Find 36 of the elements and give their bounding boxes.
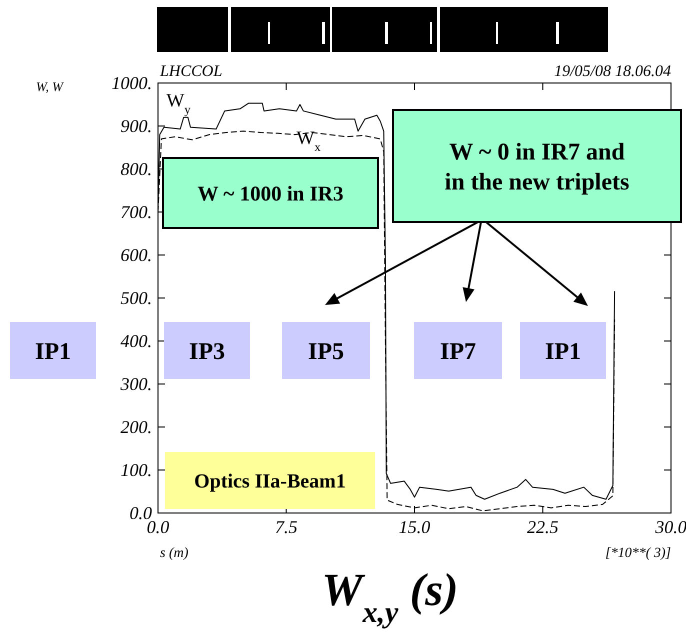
y-tick-label: 100.: [120, 460, 152, 480]
text-box: Optics IIa-Beam1: [165, 452, 375, 509]
annotation: IP3: [189, 338, 225, 365]
text: LHCCOL: [159, 63, 222, 80]
text-box: IP1: [10, 322, 96, 379]
text: W$_{x,y}$ (s): [322, 564, 458, 628]
x-axis-title: s (m): [160, 546, 189, 561]
x-tick-label: 22.5: [527, 517, 558, 537]
y-tick-label: 300.: [120, 374, 152, 394]
annotation: IP7: [440, 338, 476, 365]
x-tick-label: 7.5: [275, 517, 298, 537]
text: [*10**( 3)]: [605, 546, 671, 561]
text-box: W ~ 0 in IR7 and in the new triplets: [392, 109, 682, 223]
y-tick-label: 200.: [120, 417, 152, 437]
x-tick-label: 15.0: [398, 517, 430, 537]
y-axis-title: W, W: [36, 79, 64, 94]
annotation: W ~ 0 in IR7 and in the new triplets: [444, 139, 630, 196]
y-tick-label: 400.: [120, 331, 152, 351]
y-tick-label: 700.: [120, 202, 152, 222]
text: 19/05/08 18.06.04: [554, 63, 671, 80]
text-box: IP5: [282, 322, 370, 379]
annotation: Optics IIa-Beam1: [194, 470, 346, 492]
text-box: IP3: [164, 322, 250, 379]
y-tick-label: 1000.: [112, 73, 152, 93]
annotation: IP5: [308, 338, 344, 365]
y-tick-label: 600.: [120, 245, 152, 265]
text-box: W ~ 1000 in IR3: [162, 157, 379, 229]
y-tick-label: 500.: [120, 288, 152, 308]
annotation: IP1: [545, 338, 581, 365]
text-box: IP1: [520, 322, 606, 379]
y-tick-label: 800.: [120, 159, 152, 179]
text-box: IP7: [414, 322, 502, 379]
y-tick-label: 900.: [120, 116, 152, 136]
series-label: W$_{x}$: [296, 128, 322, 154]
series-label: W$_{y}$: [166, 90, 192, 117]
annotation: W ~ 1000 in IR3: [198, 181, 344, 206]
